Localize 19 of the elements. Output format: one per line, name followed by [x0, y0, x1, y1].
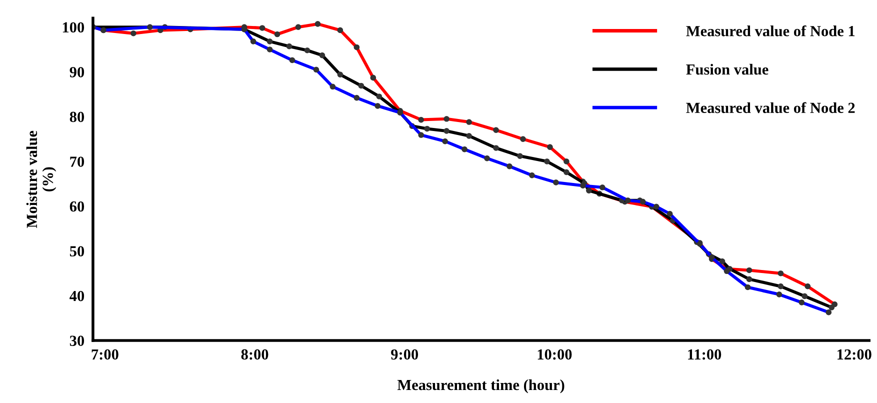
y-tick-label: 30 [70, 336, 84, 346]
x-tick-label: 8:00 [241, 349, 268, 360]
y-tick-label: 100 [62, 22, 84, 33]
y-tick-label: 40 [70, 290, 84, 302]
y-tick-label: 70 [70, 156, 84, 167]
x-tick-label: 11:00 [688, 349, 722, 360]
x-tick-label: 12:00 [838, 349, 872, 360]
x-tick-label: 10:00 [538, 349, 572, 360]
y-tick-label: 60 [70, 201, 84, 212]
y-tick-label: 90 [70, 67, 84, 78]
y-tick-label: 80 [70, 112, 84, 122]
y-axis-title: Moisture value (%) [26, 130, 56, 228]
legend-label: Measured value of Node 2 [686, 102, 855, 114]
legend-label: Measured value of Node 1 [686, 25, 855, 36]
x-axis-title: Measurement time (hour) [397, 379, 564, 394]
x-tick-label: 7:00 [92, 349, 118, 360]
y-tick-label: 50 [70, 246, 84, 256]
x-tick-label: 9:00 [391, 349, 418, 360]
legend-label: Fusion value [686, 64, 768, 75]
